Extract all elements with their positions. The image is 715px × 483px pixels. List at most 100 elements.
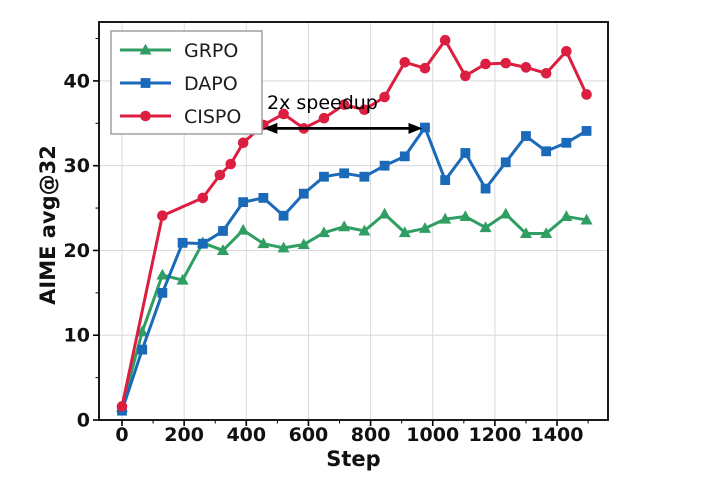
circle-marker bbox=[379, 91, 390, 103]
speedup-label: 2x speedup bbox=[267, 92, 378, 114]
square-marker bbox=[258, 192, 269, 203]
circle-marker bbox=[318, 112, 330, 124]
y-tick-label: 40 bbox=[64, 70, 90, 92]
square-marker bbox=[521, 131, 531, 141]
circle-marker bbox=[561, 45, 572, 57]
square-marker bbox=[561, 137, 572, 148]
x-tick-label: 1000 bbox=[406, 424, 459, 446]
triangle-marker bbox=[459, 210, 472, 222]
circle-marker bbox=[140, 110, 151, 122]
triangle-marker bbox=[216, 244, 229, 255]
circle-marker bbox=[500, 57, 512, 69]
triangle-marker bbox=[540, 227, 553, 239]
triangle-marker bbox=[398, 226, 411, 238]
y-tick-label: 20 bbox=[64, 240, 90, 262]
square-marker bbox=[278, 210, 289, 221]
triangle-marker bbox=[257, 237, 270, 249]
triangle-marker bbox=[519, 227, 532, 239]
plot-border bbox=[98, 21, 609, 421]
circle-marker bbox=[540, 67, 552, 79]
y-tick-label: 10 bbox=[64, 325, 90, 347]
square-marker bbox=[218, 226, 228, 236]
y-tick-label: 0 bbox=[77, 410, 90, 432]
triangle-marker bbox=[378, 207, 391, 219]
circle-marker bbox=[116, 401, 128, 412]
legend-label-cispo: CISPO bbox=[184, 106, 241, 128]
circle-marker bbox=[157, 210, 168, 222]
triangle-marker bbox=[418, 222, 431, 233]
x-axis-label: Step bbox=[326, 447, 380, 471]
circle-marker bbox=[237, 137, 249, 149]
square-marker bbox=[500, 157, 511, 168]
tick-labels: 0 200 400 600 800 1000 1200 1400 0 10 20 30 40 bbox=[64, 70, 584, 446]
circle-marker bbox=[520, 62, 532, 73]
square-marker bbox=[440, 175, 451, 185]
triangle-marker bbox=[297, 238, 310, 250]
triangle-marker bbox=[439, 212, 452, 224]
square-marker bbox=[359, 171, 370, 182]
square-marker bbox=[319, 171, 329, 182]
triangle-marker bbox=[139, 43, 152, 55]
circle-marker bbox=[439, 34, 451, 46]
square-marker bbox=[238, 197, 249, 208]
circle-marker bbox=[338, 99, 350, 110]
speedup-annotation: 2x speedup bbox=[263, 92, 423, 134]
x-tick-label: 200 bbox=[164, 424, 204, 446]
square-marker bbox=[177, 237, 188, 248]
legend-item-grpo: GRPO bbox=[120, 40, 238, 62]
speedup-arrowhead-right bbox=[408, 122, 423, 134]
triangle-marker bbox=[277, 241, 290, 253]
square-marker bbox=[157, 287, 168, 298]
square-marker bbox=[379, 160, 390, 171]
x-tick-label: 800 bbox=[351, 424, 391, 446]
circle-marker bbox=[278, 108, 289, 120]
circle-marker bbox=[225, 158, 237, 170]
x-tick-label: 600 bbox=[289, 424, 329, 446]
legend-label-grpo: GRPO bbox=[184, 40, 238, 62]
triangle-marker bbox=[338, 220, 351, 232]
legend-item-cispo: CISPO bbox=[120, 106, 241, 128]
triangle-marker bbox=[499, 207, 512, 219]
series-grpo bbox=[115, 207, 593, 412]
y-tick-label: 30 bbox=[64, 155, 90, 177]
square-marker bbox=[420, 122, 430, 133]
speedup-arrowhead-left bbox=[263, 122, 278, 134]
circle-marker bbox=[460, 70, 471, 82]
square-marker bbox=[399, 151, 410, 162]
square-marker bbox=[541, 146, 552, 157]
triangle-marker bbox=[580, 213, 593, 225]
legend-label-dapo: DAPO bbox=[184, 73, 238, 95]
circle-marker bbox=[197, 192, 209, 204]
y-axis-label: AIME avg@32 bbox=[36, 145, 60, 305]
square-marker bbox=[339, 168, 350, 179]
legend: GRPO DAPO CISPO bbox=[110, 30, 263, 135]
x-tick-label: 1200 bbox=[468, 424, 521, 446]
square-marker bbox=[581, 126, 592, 136]
x-tick-label: 0 bbox=[115, 424, 128, 446]
circle-marker bbox=[581, 89, 592, 100]
circle-marker bbox=[214, 169, 226, 181]
square-marker bbox=[298, 188, 309, 199]
circle-marker bbox=[480, 58, 491, 70]
x-tick-label: 400 bbox=[226, 424, 266, 446]
square-marker bbox=[460, 148, 471, 158]
triangle-marker bbox=[317, 226, 330, 238]
circle-marker bbox=[399, 56, 411, 68]
triangle-marker bbox=[156, 268, 169, 280]
triangle-marker bbox=[136, 325, 149, 337]
circle-marker bbox=[359, 104, 370, 116]
square-marker bbox=[137, 344, 148, 355]
x-tick-label: 1400 bbox=[531, 424, 584, 446]
square-marker bbox=[140, 78, 151, 88]
legend-item-dapo: DAPO bbox=[120, 73, 238, 95]
triangle-marker bbox=[176, 273, 189, 285]
triangle-marker bbox=[237, 223, 250, 235]
triangle-marker bbox=[358, 224, 371, 236]
triangle-marker bbox=[479, 221, 492, 233]
circle-marker bbox=[419, 62, 431, 74]
square-marker bbox=[480, 183, 491, 194]
triangle-marker bbox=[560, 210, 573, 222]
square-marker bbox=[197, 238, 208, 249]
